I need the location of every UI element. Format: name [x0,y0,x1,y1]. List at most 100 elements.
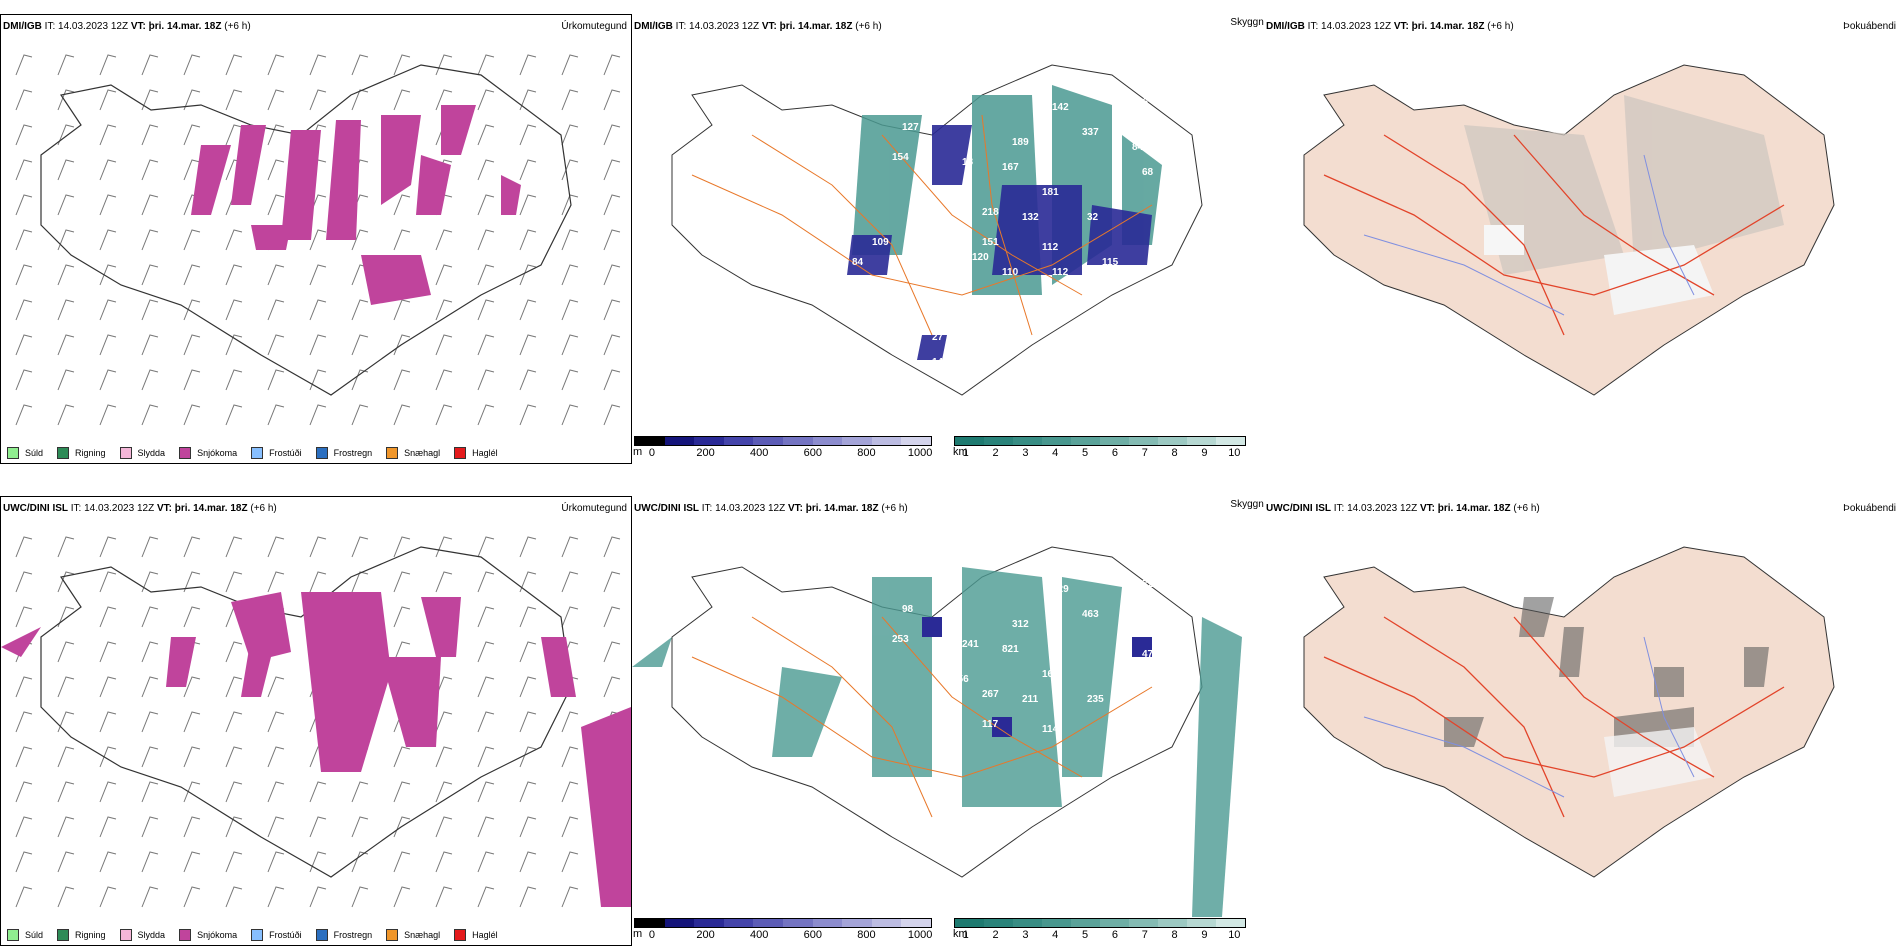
wind-barb [603,229,621,251]
wind-barb [15,676,33,698]
wind-barb [15,124,33,146]
wind-barb [141,89,159,111]
wind-barb [15,229,33,251]
wind-barb [603,194,621,216]
wind-barb [99,711,117,733]
wind-barb [477,229,495,251]
scale-tick: 1 [962,929,969,941]
wind-barb [309,264,327,286]
wind-barb [519,159,537,181]
wind-barb [519,89,537,111]
wind-barb [561,264,579,286]
scale-tick: 7 [1141,929,1148,941]
scale-tick: 1000 [907,929,933,941]
wind-barb [57,194,75,216]
precip-type-legend: Súld Rigning Slydda Snjókoma Frostúði Frostre… [1,929,498,941]
wind-barb [561,159,579,181]
wind-barb [519,264,537,286]
wind-barb [141,816,159,838]
legend-swatch [179,447,192,459]
wind-barb [99,781,117,803]
iceland-fog-map [1303,546,1835,878]
visibility-label: 112 [1052,267,1069,278]
panel-type-label: Þokuábendi [1843,503,1896,514]
wind-barb [99,886,117,908]
wind-barb [519,781,537,803]
legend-swatch [315,929,328,941]
wind-barb [57,746,75,768]
wind-barb [393,54,411,76]
wind-barb [267,711,285,733]
wind-barb [141,159,159,181]
wind-barb [393,641,411,663]
wind-barb [519,641,537,663]
scale-tick: 600 [803,929,822,941]
wind-barb [225,641,243,663]
visibility-label: 84 [852,257,864,268]
visibility-label: 456 [952,674,969,685]
visibility-value-labels: 409 629 172 98 312 463 269 253 241 821 470 456 169 26… [892,579,1159,735]
wind-barb [225,299,243,321]
wind-barb [351,299,369,321]
wind-barb [309,334,327,356]
wind-barb [477,89,495,111]
scale-tick: 10 [1228,929,1241,941]
wind-barb [99,89,117,111]
legend-swatch [57,929,70,941]
wind-barb [141,536,159,558]
wind-barb [99,229,117,251]
wind-barb [57,886,75,908]
legend-label: Snæhagl [404,930,441,940]
wind-barb [141,711,159,733]
visibility-label: 253 [892,634,909,645]
legend-swatch [119,447,132,459]
scale-tick: 4 [1052,447,1059,459]
wind-barb [15,159,33,181]
wind-barb [183,746,201,768]
wind-barb [57,816,75,838]
wind-barb [57,159,75,181]
scale-tick: 9 [1201,447,1208,459]
visibility-label: 167 [1002,162,1019,173]
wind-barb [477,54,495,76]
scale-tick: 8 [1171,929,1178,941]
wind-barb [267,299,285,321]
wind-barb [393,536,411,558]
visibility-label: 337 [1082,127,1099,138]
wind-barb [477,851,495,873]
wind-barb [225,369,243,391]
wind-barb [141,746,159,768]
legend-item: Frostregn [315,447,373,459]
scale-tick: 3 [1022,447,1029,459]
legend-item: Haglél [454,929,498,941]
fog-index-panel-dmi: DMI/IGB IT: 14.03.2023 12Z VT: þri. 14.m… [1264,15,1900,463]
wind-barb [309,229,327,251]
wind-barb [561,711,579,733]
wind-barb [225,334,243,356]
precip-type-panel-dmi: DMI/IGB IT: 14.03.2023 12Z VT: þri. 14.m… [0,14,632,464]
visibility-value-labels: 838 142 26 127 189 337 84 154 18 167 68 100 181 218 13… [852,97,1154,368]
wind-barb [351,816,369,838]
wind-barb [435,334,453,356]
wind-barb [561,229,579,251]
scale-tick: 6 [1111,929,1118,941]
panel-type-label: Úrkomutegund [561,21,627,32]
wind-barb [477,536,495,558]
wind-barb [351,851,369,873]
wind-barb [267,89,285,111]
wind-barb [225,54,243,76]
legend-label: Frostregn [333,448,373,458]
scale-tick: 5 [1082,447,1089,459]
wind-barb [477,194,495,216]
wind-barb [15,571,33,593]
visibility-label: 312 [1012,619,1029,630]
legend-swatch [57,447,70,459]
visibility-label: 629 [1052,584,1069,595]
visibility-scale-km: km 1 2 3 4 5 6 7 8 9 10 [953,436,1246,460]
wind-barb [267,369,285,391]
wind-barb [309,851,327,873]
wind-barb [183,851,201,873]
wind-barb [435,404,453,426]
legend-swatch [386,929,399,941]
wind-barb [267,54,285,76]
